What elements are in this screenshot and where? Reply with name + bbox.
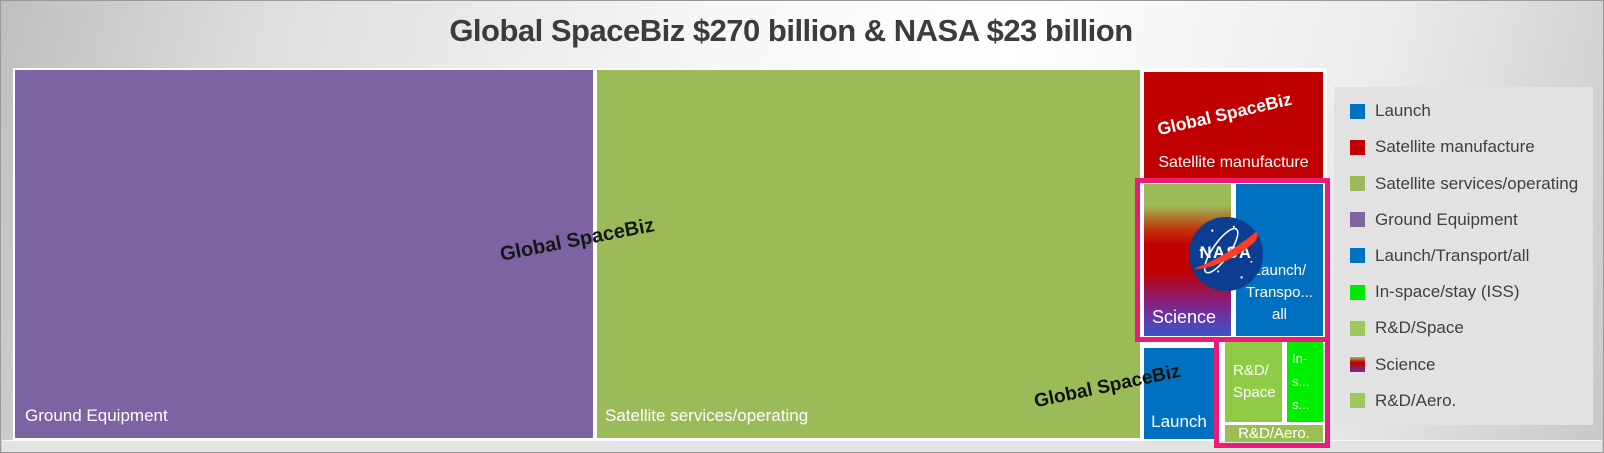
legend-swatch-launch-transport-all [1350,248,1365,264]
legend-swatch-science [1350,357,1365,373]
legend-swatch-satellite-services [1350,176,1365,192]
legend-label-satellite-services: Satellite services/operating [1375,173,1579,193]
legend-label-science: Science [1375,354,1436,374]
treemap-cell-satellite-manufacture: Satellite manufacture [1144,72,1323,178]
cell-label-in-space-line3: s... [1292,397,1310,412]
treemap-cell-rd-aero: R&D/Aero. [1225,425,1323,442]
treemap-cell-in-space-stay: In- s... s... [1287,342,1323,422]
cell-label-launch: Launch [1151,412,1207,431]
cell-label-satellite-manufacture: Satellite manufacture [1158,154,1309,171]
chart-title: Global SpaceBiz $270 billion & NASA $23 … [449,13,1133,48]
cell-label-rd-aero: R&D/Aero. [1238,425,1310,442]
legend-label-launch-transport-all: Launch/Transport/all [1375,245,1530,265]
legend-swatch-launch [1350,103,1365,119]
nasa-group-outline-bottom [1214,337,1330,448]
legend-item-rd-space: R&D/Space [1350,318,1593,338]
cell-label-launch-transport-line2: Transpo... [1246,284,1313,301]
legend-label-rd-space: R&D/Space [1375,318,1464,338]
cell-label-in-space-line2: s... [1292,374,1310,389]
legend-swatch-ground-equipment [1350,212,1365,228]
treemap-cell-ground-equipment: Ground Equipment [15,70,593,438]
legend-item-launch: Launch [1350,101,1593,121]
nasa-logo-icon: NASA [1188,216,1264,292]
cell-label-in-space-line1: In- [1292,351,1308,366]
cell-label-launch-transport-line1: Launch/ [1252,262,1307,279]
legend-item-ground-equipment: Ground Equipment [1350,210,1593,230]
legend-label-satellite-manufacture: Satellite manufacture [1375,137,1535,157]
legend-item-satellite-services: Satellite services/operating [1350,174,1593,194]
legend-item-science: Science [1350,355,1593,375]
legend-swatch-in-space-stay [1350,284,1365,300]
bottom-margin-strip [2,440,1602,452]
treemap-cell-satellite-services: Satellite services/operating [597,70,1140,438]
legend-label-rd-aero: R&D/Aero. [1375,390,1457,410]
legend-label-ground-equipment: Ground Equipment [1375,209,1518,229]
cell-label-rd-space-line1: R&D/ [1233,362,1269,379]
cell-label-rd-space-line2: Space [1233,384,1276,401]
cell-label-launch-transport-line3: all [1271,306,1287,323]
legend-label-launch: Launch [1375,101,1431,121]
cell-label-science: Science [1152,307,1217,327]
cell-label-satellite-services: Satellite services/operating [605,406,809,425]
legend-item-in-space-stay: In-space/stay (ISS) [1350,282,1593,302]
legend-item-rd-aero: R&D/Aero. [1350,391,1593,411]
legend-panel: Launch Satellite manufacture Satellite s… [1334,87,1593,425]
legend-swatch-satellite-manufacture [1350,139,1365,155]
treemap-cell-rd-space: R&D/ Space [1225,342,1282,422]
treemap-cell-launch: Launch [1144,348,1214,439]
legend-item-launch-transport-all: Launch/Transport/all [1350,246,1593,266]
legend-swatch-rd-space [1350,320,1365,336]
cell-label-ground-equipment: Ground Equipment [25,406,168,425]
legend-item-satellite-manufacture: Satellite manufacture [1350,137,1593,157]
legend-label-in-space-stay: In-space/stay (ISS) [1375,282,1520,302]
legend-swatch-rd-aero [1350,393,1365,409]
